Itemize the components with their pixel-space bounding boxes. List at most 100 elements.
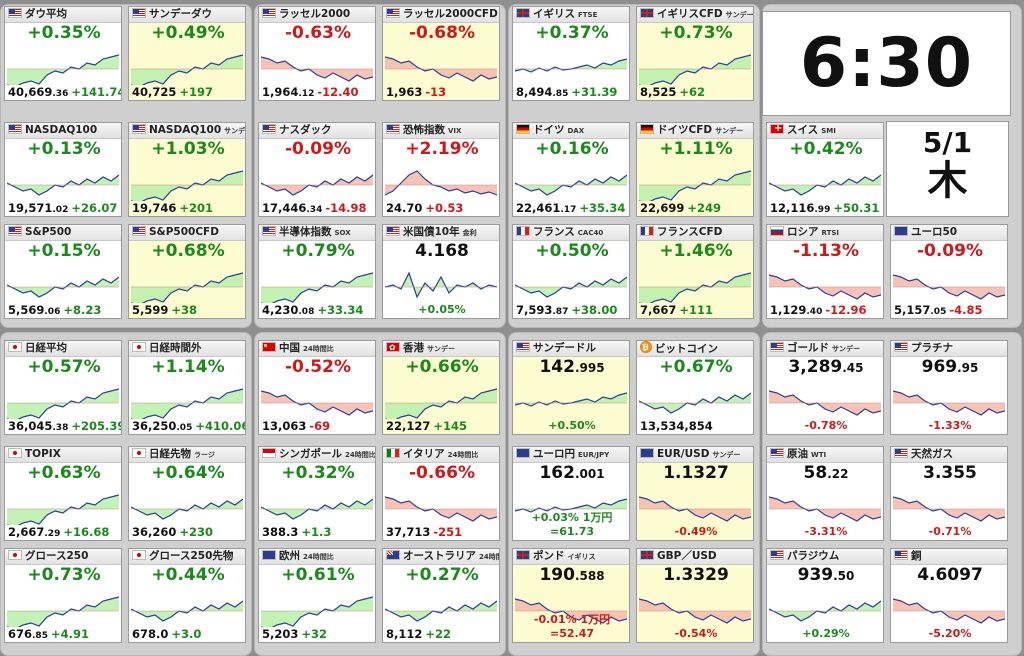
market-tile[interactable]: 原油 WTI 58.22 -3.31% (766, 446, 884, 541)
market-tile[interactable]: グロース250先物 +0.44% 678.0 +3.0 (128, 548, 246, 643)
market-tile[interactable]: ゴールド サンデー 3,289.45 -0.78% (766, 340, 884, 435)
tile-title: パラジウム (787, 550, 840, 562)
tile-change-value: -4.85 (949, 303, 983, 317)
market-tile[interactable]: パラジウム 939.50 +0.29% (766, 548, 884, 643)
market-tile[interactable]: S&P500CFD +0.68% 5,599 +38 (128, 224, 246, 319)
tile-change-value: +1.3 (301, 525, 332, 539)
flag-icon (640, 124, 654, 134)
sparkline-area (515, 59, 627, 72)
market-tile[interactable]: 恐怖指数 VIX +2.19% 24.70 +0.53 (382, 122, 500, 217)
sparkline-line (639, 272, 751, 303)
tile-change-percent: +0.57% (27, 357, 101, 377)
tile-price: 58.22 (803, 463, 849, 483)
flag-icon (386, 226, 400, 236)
tile-price: 8,525 +62 (640, 85, 706, 99)
market-tile[interactable]: 米国債10年 金利 4.168 +0.05% (382, 224, 500, 319)
tile-header: シンガポール 24時間比 (259, 447, 375, 463)
tile-change-value: +197 (179, 85, 214, 99)
market-tile[interactable]: ラッセル2000 -0.63% 1,964.12 -12.40 (258, 6, 376, 101)
tile-title: イギリス (533, 8, 575, 20)
market-tile[interactable]: ラッセル2000CFD -0.68% 1,963 -13 (382, 6, 500, 101)
market-tile[interactable]: シンガポール 24時間比 +0.32% 388.3 +1.3 (258, 446, 376, 541)
market-tile[interactable]: ドイツ DAX +0.16% 22,461.17 +35.34 (512, 122, 630, 217)
sparkline-chart (639, 496, 751, 522)
sparkline-line (385, 388, 497, 419)
tile-change-value: +38.00 (571, 303, 618, 317)
market-tile[interactable]: ナスダック -0.09% 17,446.34 -14.98 (258, 122, 376, 217)
sparkline-chart (893, 274, 1005, 300)
sparkline-line (385, 600, 497, 622)
tile-subtitle: サンデー (427, 345, 455, 353)
market-tile[interactable]: 日経先物 ラージ +0.64% 36,260 +230 (128, 446, 246, 541)
sparkline-chart (261, 56, 373, 82)
tile-change-percent: -0.71% (928, 525, 972, 538)
sparkline-area (7, 597, 119, 627)
market-tile[interactable]: イタリア 24時間比 -0.66% 37,713 -251 (382, 446, 500, 541)
market-tile[interactable]: イギリスCFD サンデー +0.73% 8,525 +62 (636, 6, 754, 101)
market-tile[interactable]: TOPIX +0.63% 2,667.29 +16.68 (4, 446, 122, 541)
market-tile[interactable]: イギリス FTSE +0.37% 8,494.85 +31.39 (512, 6, 630, 101)
market-tile[interactable]: 日経時間外 +1.14% 36,250.05 +410.06 (128, 340, 246, 435)
tile-price: 142.995 (539, 357, 605, 377)
market-tile[interactable]: ユーロ円 EUR/JPY 162.001 +0.03% 1万円=61.73 (512, 446, 630, 541)
market-tile[interactable]: GBP／USD 1.3329 -0.54% (636, 548, 754, 643)
flag-icon (640, 226, 654, 236)
market-tile[interactable]: NASDAQ100サンデー+1.03%19,746+201 (128, 122, 246, 217)
market-tile[interactable]: S&P500 +0.15% 5,569.06 +8.23 (4, 224, 122, 319)
market-tile[interactable]: グロース250 +0.73% 676.85 +4.91 (4, 548, 122, 643)
tile-change-percent: +0.61% (281, 565, 355, 585)
market-tile[interactable]: 銅 4.6097 -5.20% (890, 548, 1008, 643)
sparkline-chart (639, 598, 751, 624)
tile-change-value: +16.68 (63, 525, 110, 539)
market-tile[interactable]: 中国 24時間比 -0.52% 13,063 -69 (258, 340, 376, 435)
market-tile[interactable]: フランス CAC40 +0.50% 7,593.87 +38.00 (512, 224, 630, 319)
tile-header: ラッセル2000CFD (383, 7, 499, 23)
tile-title: 米国債10年 (403, 226, 460, 238)
tile-subtitle: 24時間比 (345, 451, 375, 459)
market-tile[interactable]: フランスCFD +1.46% 7,667 +111 (636, 224, 754, 319)
sparkline-area (639, 55, 751, 85)
sparkline-chart (769, 174, 881, 196)
market-tile[interactable]: NASDAQ100 +0.13% 19,571.02 +26.07 (4, 122, 122, 217)
tile-change-value: +32 (301, 627, 328, 641)
market-tile[interactable]: 天然ガス 3.355 -0.71% (890, 446, 1008, 541)
market-tile[interactable]: サンデーダウ +0.49% 40,725 +197 (128, 6, 246, 101)
tile-title: S&P500CFD (149, 226, 219, 238)
market-tile[interactable]: 半導体指数 SOX +0.79% 4,230.08 +33.34 (258, 224, 376, 319)
flag-icon (262, 226, 276, 236)
sparkline-chart (639, 272, 751, 303)
tile-change-percent: +0.50% (548, 419, 596, 432)
tile-change-percent: -5.20% (928, 627, 972, 640)
market-tile[interactable]: ユーロ50 -0.09% 5,157.05 -4.85 (890, 224, 1008, 319)
market-tile[interactable]: 欧州 24時間比 +0.61% 5,203 +32 (258, 548, 376, 643)
tile-change-value: +50.31 (833, 201, 880, 215)
tile-subtitle: サンデー (224, 127, 245, 135)
tile-change-percent: +0.49% (151, 23, 225, 43)
tile-header: 日経先物 ラージ (129, 447, 245, 463)
tile-price: 22,699 +249 (640, 201, 722, 215)
market-tile[interactable]: EUR/USD サンデー 1.1327 -0.49% (636, 446, 754, 541)
tile-change-percent: +0.32% (281, 463, 355, 483)
tile-subtitle: 24時間比 (303, 345, 334, 353)
market-tile[interactable]: ポンド イギリス 190.588 -0.01% 1万円=52.47 (512, 548, 630, 643)
tile-change-percent: -0.09% (916, 241, 984, 261)
market-tile[interactable]: オーストラリア24時間比+0.27%8,112+22 (382, 548, 500, 643)
tile-title: イタリア (403, 448, 445, 460)
tile-subtitle: サンデー (715, 127, 744, 135)
market-tile[interactable]: プラチナ 969.95 -1.33% (890, 340, 1008, 435)
tile-change-value: -69 (309, 419, 331, 433)
market-tile[interactable]: ドイツCFD サンデー +1.11% 22,699 +249 (636, 122, 754, 217)
market-tile[interactable]: 日経平均 +0.57% 36,045.38 +205.39 (4, 340, 122, 435)
flag-icon (516, 8, 530, 18)
tile-header: 天然ガス (891, 447, 1007, 463)
market-tile[interactable]: ダウ平均 +0.35% 40,669.36 +141.74 (4, 6, 122, 101)
market-tile[interactable]: サンデードル 142.995 +0.50% (512, 340, 630, 435)
sparkline-line (639, 392, 751, 414)
tile-price: 969.95 (921, 357, 979, 377)
market-tile[interactable]: ビットコイン +0.67% 13,534,854 (636, 340, 754, 435)
market-tile[interactable]: ロシア RTSI -1.13% 1,129.40 -12.96 (766, 224, 884, 319)
tile-header: NASDAQ100サンデー (129, 123, 245, 139)
